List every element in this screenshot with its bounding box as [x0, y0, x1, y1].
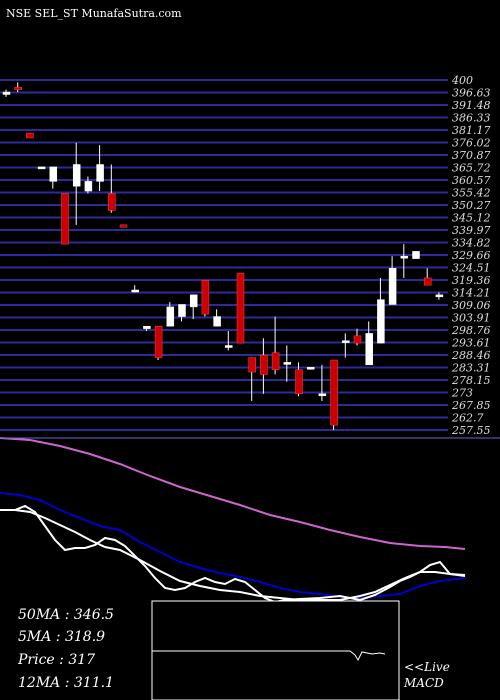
tick-label: 257.55 [451, 424, 491, 437]
candle-body [14, 86, 22, 90]
tick-label: 381.17 [452, 124, 491, 137]
candle-body [166, 306, 175, 327]
tick-label: 355.42 [452, 187, 491, 200]
candle-body [178, 304, 186, 317]
tick-label: 329.66 [452, 249, 491, 262]
candle-body [306, 366, 315, 370]
tick-label: 360.57 [452, 174, 491, 187]
candle-body [330, 359, 338, 426]
candle-body [108, 193, 116, 211]
candle-body [189, 294, 198, 308]
candle-body [143, 325, 151, 329]
price-candles [2, 82, 444, 430]
tick-label: 293.61 [451, 337, 491, 350]
candle-body [318, 393, 327, 397]
candle-body [388, 268, 397, 305]
candle-body [26, 132, 34, 139]
candle-body [131, 289, 139, 293]
candle-body [342, 340, 350, 343]
candle-body [84, 181, 93, 192]
tick-label: 273 [451, 387, 473, 400]
macd-live-label: <<Live [404, 660, 450, 674]
tick-label: 334.82 [452, 237, 491, 250]
tick-label: 288.46 [451, 349, 491, 362]
tick-label: 391.48 [452, 99, 491, 112]
tick-label: 314.21 [452, 287, 491, 300]
candle-body [49, 166, 58, 182]
tick-label: 267.85 [451, 399, 491, 412]
candle-body [353, 335, 362, 344]
candle-body [72, 164, 81, 187]
candle-body [412, 251, 420, 259]
price-axis-labels: 400396.63391.48386.33381.17376.02370.873… [451, 74, 491, 437]
candle-body [377, 299, 385, 344]
moving-average-line [0, 437, 466, 550]
candle-body [283, 362, 292, 365]
candle-body [248, 357, 256, 373]
candle-body [423, 277, 432, 286]
tick-label: 396.63 [452, 87, 491, 100]
tick-label: 319.36 [452, 274, 491, 287]
stat-ma5: 5MA : 318.9 [18, 629, 105, 645]
tick-label: 339.97 [452, 224, 491, 237]
price-gridlines [0, 79, 448, 431]
moving-average-line [0, 504, 466, 604]
candle-body [61, 193, 69, 245]
candle-body [225, 345, 233, 348]
candle-body [213, 316, 221, 327]
candle-body [96, 164, 104, 182]
candle-body [400, 255, 409, 259]
tick-label: 365.72 [452, 162, 491, 175]
macd-title: MACD [403, 676, 444, 690]
chart-title: NSE SEL_ST MunafaSutra.com [6, 7, 182, 20]
candle-body [271, 352, 280, 370]
stat-price: Price : 317 [17, 652, 95, 668]
candle-body [154, 325, 163, 358]
tick-label: 309.06 [452, 299, 491, 312]
tick-label: 283.31 [451, 362, 491, 375]
moving-average-line [0, 509, 466, 601]
tick-label: 298.76 [451, 324, 491, 337]
candle-body [236, 272, 245, 344]
tick-label: 303.91 [452, 312, 491, 325]
tick-label: 278.15 [451, 374, 491, 387]
tick-label: 400 [451, 74, 473, 87]
candle-body [365, 333, 373, 366]
macd-line [152, 650, 386, 662]
moving-average-line [0, 492, 466, 600]
tick-label: 345.12 [452, 212, 491, 225]
tick-label: 370.87 [452, 149, 491, 162]
tick-label: 376.02 [452, 137, 491, 150]
candle-body [119, 224, 128, 228]
tick-label: 324.51 [452, 262, 491, 275]
moving-average-lines [0, 437, 466, 604]
candle-body [2, 91, 11, 95]
tick-label: 262.7 [451, 412, 484, 425]
stat-ma50: 50MA : 346.5 [18, 607, 114, 623]
candle-body [201, 280, 210, 315]
candle-body [295, 369, 303, 395]
tick-label: 386.33 [452, 112, 491, 125]
stat-ma12: 12MA : 311.1 [18, 675, 114, 691]
candle-body [435, 294, 444, 298]
candle-body [37, 166, 46, 170]
candle-body [260, 354, 268, 375]
tick-label: 350.27 [452, 199, 491, 212]
